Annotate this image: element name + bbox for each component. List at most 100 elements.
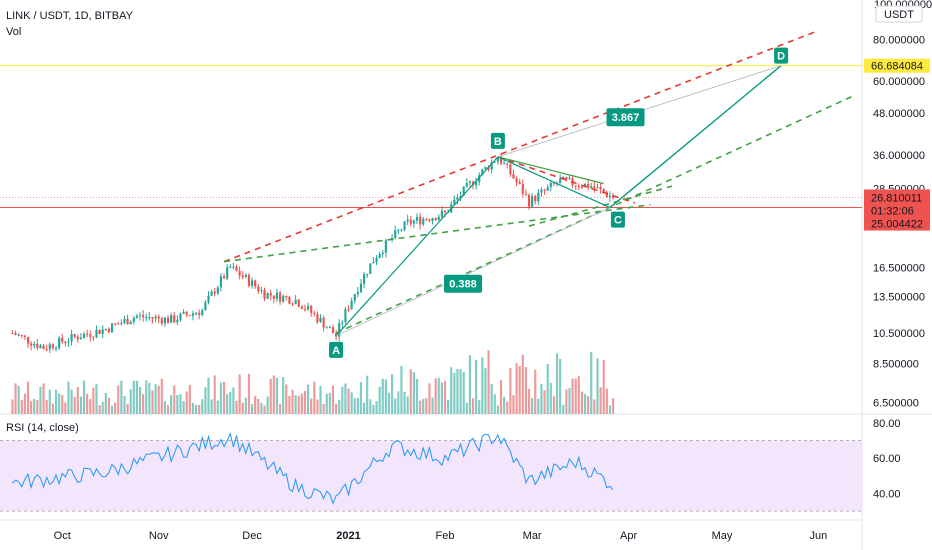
candle-body [559,178,562,184]
last-price-box [864,189,930,218]
volume-bar [86,393,89,414]
upper-channel-line[interactable] [223,29,819,263]
target-price-badge-box [864,58,930,73]
candle-body [291,303,294,305]
pattern-points[interactable]: A B C D [329,47,789,358]
point-d-badge[interactable] [774,47,789,64]
volume-bar [549,382,552,414]
volume-bar [425,398,428,414]
price-tick-label: 80.000000 [873,34,925,46]
candle-body [42,345,45,350]
candle-body [39,345,42,348]
ratio-line-ac[interactable] [335,207,611,337]
lower-channel-line[interactable] [223,203,651,263]
candle-body [341,322,344,324]
volume-bar [341,386,344,414]
point-b-badge[interactable] [490,132,505,149]
volume-bar [179,394,182,414]
candle-body [275,292,279,299]
candle-body [602,189,605,193]
volume-bar [328,392,331,414]
volume-bar [160,378,163,414]
point-b-label: B [494,136,502,148]
candle-body [23,335,26,337]
candle-body [95,329,98,338]
volume-bar [266,396,269,414]
volume-bar [552,396,556,414]
leg-bc[interactable] [497,156,611,209]
leg-ab[interactable] [335,156,499,337]
candle-body [471,181,475,186]
candle-body [577,185,580,187]
time-tick-label: 2021 [336,530,360,542]
volume-bar [487,350,490,414]
volume-bar [194,404,198,414]
leg-cd[interactable] [609,65,782,209]
candle-body [179,313,182,320]
candle-body [219,276,223,288]
volume-bar [198,404,201,414]
falling-resistance-line[interactable] [497,156,636,204]
short-support-line[interactable] [528,185,673,227]
wedge-top-line[interactable] [497,156,604,185]
volume-bar [70,389,73,414]
last-price-label: 26.810011 [871,192,922,204]
candle-body [86,333,89,335]
volume-bar [182,401,185,414]
volume-bar [384,379,387,414]
candle-body [216,287,219,294]
candle-body [605,192,608,197]
volume-bar [527,388,531,414]
candle-body [101,329,104,334]
ratio-ac-label: 0.388 [449,279,477,291]
volume-bar [110,405,114,414]
price-tick-label: 36.000000 [873,150,925,162]
candle-body [98,329,101,334]
volume-bar [95,384,98,414]
candle-body [45,349,48,351]
volume-bar [48,389,51,414]
point-c-badge[interactable] [610,211,625,228]
candle-body [546,187,549,191]
volume-bar [481,357,484,414]
volume-bar [138,386,142,414]
candle-body [294,299,297,304]
symbol-title[interactable]: LINK / USDT, 1D, BITBAY [6,10,134,22]
volume-bars [11,350,615,414]
candle-body [92,336,95,338]
volume-bar [443,380,447,414]
volume-legend[interactable]: Vol [6,26,21,38]
candle-body [114,323,117,325]
volume-bar [185,391,188,414]
candle-body [527,194,531,207]
volume-bar [475,359,478,414]
volume-bar [126,403,129,414]
candle-body [263,290,266,299]
candle-body [431,218,434,221]
candle-body [552,182,556,184]
candle-body [462,186,465,196]
volume-bar [611,398,615,414]
point-a-badge[interactable] [329,341,344,358]
candle-body [185,311,188,316]
candle-body [67,341,70,343]
volume-bar [204,387,207,414]
volume-bar [350,392,353,414]
volume-bar [440,382,443,414]
candle-body [363,274,366,284]
volume-bar [599,387,602,414]
candle-body [226,267,229,279]
volume-bar [409,369,412,414]
volume-bar [319,385,322,414]
candle-body [484,166,487,170]
candle-body [521,183,524,194]
candle-body [238,270,241,276]
support-channel-line[interactable] [335,95,853,334]
rsi-legend[interactable]: RSI (14, close) [6,422,79,434]
candle-body [260,290,263,292]
volume-bar [400,366,403,414]
volume-bar [359,382,363,414]
currency-box[interactable] [875,5,923,23]
volume-bar [459,369,462,414]
